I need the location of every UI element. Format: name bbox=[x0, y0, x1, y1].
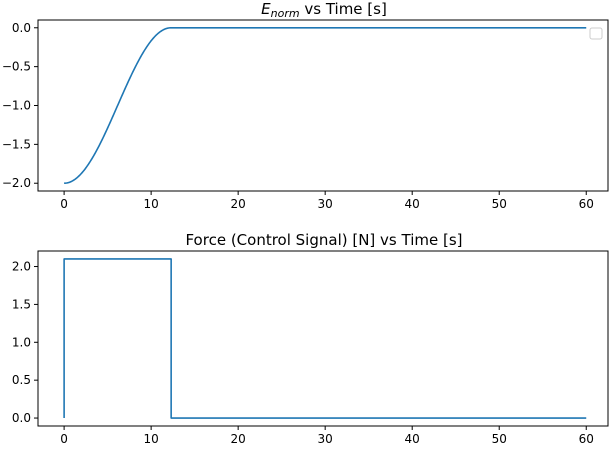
y-tick-label-enorm: 0.0 bbox=[12, 21, 31, 35]
y-tick-label-force: 1.5 bbox=[12, 297, 31, 311]
y-tick-label-force: 2.0 bbox=[12, 260, 31, 274]
x-tick-label-force: 60 bbox=[579, 432, 594, 446]
y-tick-label-enorm: −0.5 bbox=[2, 60, 31, 74]
x-tick-label-force: 0 bbox=[60, 432, 68, 446]
x-tick-label-enorm: 50 bbox=[492, 197, 507, 211]
y-tick-label-force: 0.0 bbox=[12, 411, 31, 425]
legend-box bbox=[589, 27, 603, 40]
series-line-enorm bbox=[64, 26, 587, 185]
y-tick-label-enorm: −1.0 bbox=[2, 99, 31, 113]
x-tick-label-enorm: 10 bbox=[143, 197, 158, 211]
series-line-force bbox=[63, 258, 587, 419]
title-symbol: E bbox=[261, 0, 271, 18]
x-tick-label-enorm: 60 bbox=[579, 197, 594, 211]
x-tick-label-enorm: 20 bbox=[231, 197, 246, 211]
y-tick-label-enorm: −1.5 bbox=[2, 137, 31, 151]
x-tick-label-force: 10 bbox=[143, 432, 158, 446]
x-tick-label-enorm: 30 bbox=[318, 197, 333, 211]
y-tick-label-enorm: −2.0 bbox=[2, 176, 31, 190]
y-tick-label-force: 1.0 bbox=[12, 335, 31, 349]
axes-frame-enorm bbox=[37, 19, 609, 192]
x-tick-label-force: 40 bbox=[405, 432, 420, 446]
x-tick-label-force: 50 bbox=[492, 432, 507, 446]
x-tick-label-force: 20 bbox=[231, 432, 246, 446]
chart-title-force: Force (Control Signal) [N] vs Time [s] bbox=[185, 231, 462, 249]
x-tick-label-force: 30 bbox=[318, 432, 333, 446]
axes-frame-force bbox=[37, 250, 609, 427]
subplot-enorm: Enorm vs Time [s] 0 10 20 30 40 50 60 0.0 −0.5 −1… bbox=[2, 0, 609, 211]
x-tick-label-enorm: 0 bbox=[60, 197, 68, 211]
subplot-force: Force (Control Signal) [N] vs Time [s] 0… bbox=[12, 231, 609, 446]
title-subscript: norm bbox=[271, 7, 300, 20]
y-tick-label-force: 0.5 bbox=[12, 373, 31, 387]
title-rest: vs Time [s] bbox=[300, 0, 387, 18]
x-tick-label-enorm: 40 bbox=[405, 197, 420, 211]
chart-title-enorm: Enorm vs Time [s] bbox=[261, 0, 387, 20]
